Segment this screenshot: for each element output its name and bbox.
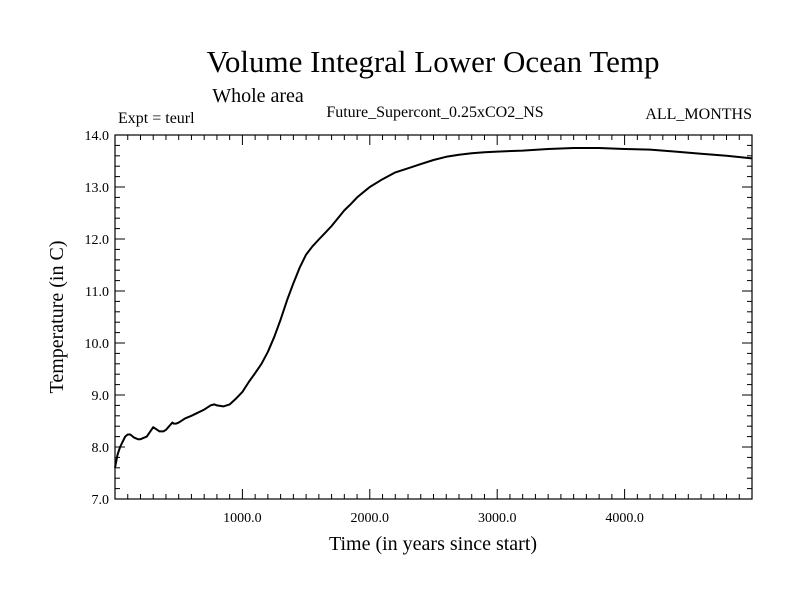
experiment-label: Expt = teurl <box>118 110 195 127</box>
run-label: Future_Supercont_0.25xCO2_NS <box>326 104 543 121</box>
x-tick-label: 1000.0 <box>223 511 262 526</box>
series-line <box>114 147 753 468</box>
ticks-layer <box>115 134 752 500</box>
y-tick-label: 7.0 <box>92 493 110 508</box>
chart-subtitle: Whole area <box>212 85 304 107</box>
plot-frame <box>114 134 753 500</box>
months-label: ALL_MONTHS <box>645 106 752 123</box>
chart-title: Volume Integral Lower Ocean Temp <box>207 44 660 79</box>
y-tick-label: 14.0 <box>85 129 110 144</box>
y-tick-label: 9.0 <box>92 389 110 404</box>
x-tick-label: 4000.0 <box>605 511 644 526</box>
y-tick-label: 10.0 <box>85 337 110 352</box>
x-axis-label: Time (in years since start) <box>329 533 537 555</box>
y-tick-label: 13.0 <box>85 181 110 196</box>
y-tick-label: 11.0 <box>85 285 109 300</box>
x-tick-label: 3000.0 <box>478 511 517 526</box>
x-tick-label: 2000.0 <box>351 511 390 526</box>
y-tick-label: 12.0 <box>85 233 110 248</box>
y-tick-label: 8.0 <box>92 441 110 456</box>
tick-labels-layer: 1000.0 2000.0 3000.0 4000.0 7.0 8.0 9.0 10.0 11.… <box>85 129 644 526</box>
y-axis-label: Temperature (in C) <box>46 241 68 394</box>
